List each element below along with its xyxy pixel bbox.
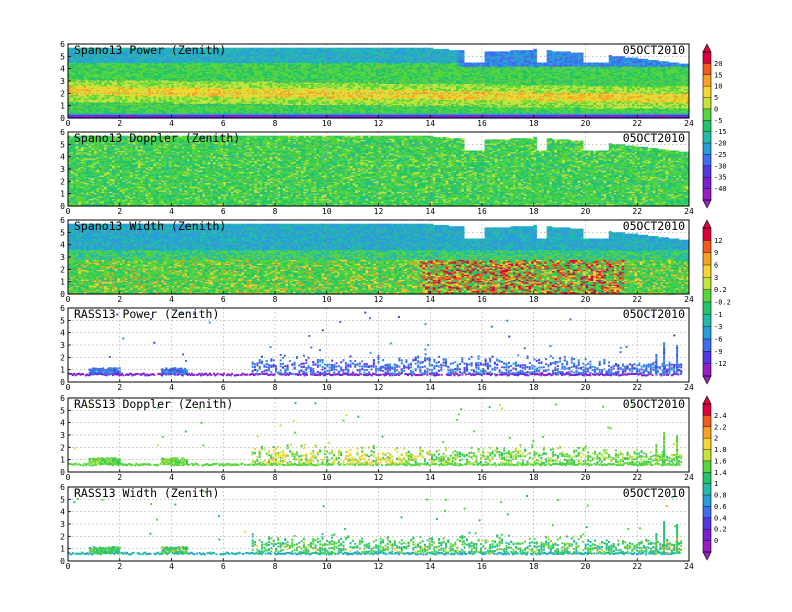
plot-panels: 0 2 4 6 8 10 12 14 16 18 20 22 240123456 Spano13 Powe… [60, 40, 694, 571]
panel-1: 0 2 4 6 8 10 12 14 16 18 20 22 240123456 Spano13 Powe… [60, 40, 694, 128]
